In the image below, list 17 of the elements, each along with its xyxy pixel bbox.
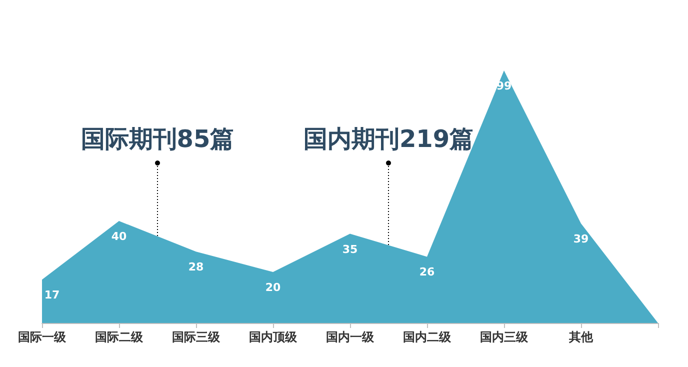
data-label: 39 [573,232,589,246]
x-tick-label: 国际二级 [95,330,144,344]
x-tick-label: 国内顶级 [249,330,298,344]
x-tick-label: 国际三级 [172,330,221,344]
x-tick-label: 国内一级 [326,330,375,344]
x-tick-label: 国内三级 [480,330,529,344]
data-label: 28 [188,260,204,274]
x-tick-label: 国际一级 [18,330,67,344]
data-label: 40 [111,230,127,243]
data-label: 26 [419,266,435,279]
data-label: 20 [265,281,281,294]
annotation: 国内期刊219篇 [303,125,474,153]
annotation: 国际期刊85篇 [80,125,234,153]
data-label: 17 [44,288,60,302]
x-tick-label: 其他 [568,330,594,344]
x-tick-label: 国内二级 [403,330,452,344]
data-label: 35 [342,242,358,256]
